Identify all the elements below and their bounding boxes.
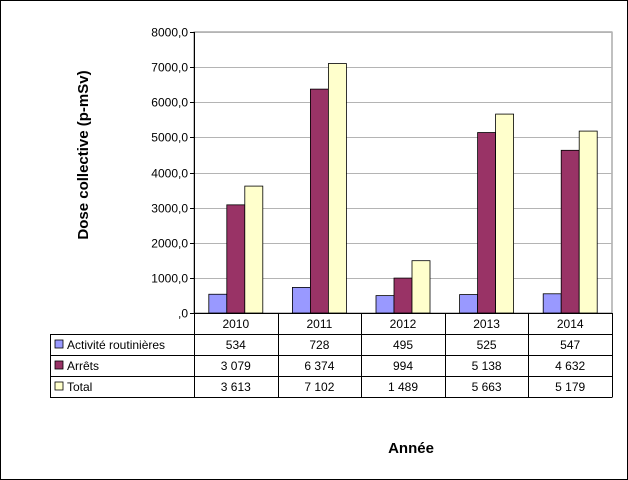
y-tick-label: ,0 — [178, 307, 188, 321]
legend-key — [54, 381, 64, 391]
data-label: 3 079 — [221, 359, 251, 373]
x-tick-label: 2013 — [473, 317, 500, 331]
y-tick-label: 2000,0 — [151, 237, 188, 251]
bar-total-2014 — [578, 130, 598, 314]
x-tick-label: 2012 — [390, 317, 417, 331]
data-label: 495 — [393, 338, 413, 352]
bar-arrets-2012 — [393, 277, 413, 314]
x-tick-label: 2014 — [557, 317, 584, 331]
bar-routine-2013 — [459, 294, 479, 314]
x-tick-label: 2011 — [306, 317, 332, 331]
bar-arrets-2010 — [226, 204, 246, 314]
y-tick-label: 6000,0 — [151, 96, 188, 110]
legend-key — [54, 339, 64, 349]
x-tick-label: 2010 — [222, 317, 249, 331]
bar-total-2012 — [411, 260, 431, 314]
data-label: 6 374 — [304, 359, 334, 373]
data-label: 5 663 — [472, 380, 502, 394]
y-tick-label: 7000,0 — [151, 61, 188, 75]
legend-label: Total — [67, 380, 92, 394]
y-tick-label: 5000,0 — [151, 131, 188, 145]
data-label: 994 — [393, 359, 413, 373]
bar-routine-2011 — [291, 287, 311, 314]
bar-routine-2010 — [208, 293, 228, 314]
bar-arrets-2011 — [309, 88, 329, 314]
y-tick-label: 4000,0 — [151, 167, 188, 181]
bar-total-2013 — [495, 113, 515, 314]
data-label: 728 — [309, 338, 329, 352]
bar-total-2011 — [327, 63, 347, 314]
x-axis-title: Année — [388, 440, 434, 457]
data-label: 5 179 — [555, 380, 585, 394]
data-label: 547 — [560, 338, 580, 352]
data-label: 7 102 — [304, 380, 334, 394]
data-label: 525 — [477, 338, 497, 352]
bar-routine-2012 — [375, 295, 395, 314]
y-tick-label: 1000,0 — [151, 272, 188, 286]
data-label: 3 613 — [221, 380, 251, 394]
bar-routine-2014 — [542, 293, 562, 314]
legend-label: Arrêts — [67, 359, 99, 373]
bar-arrets-2013 — [477, 132, 497, 314]
bar-total-2010 — [244, 185, 264, 314]
bar-arrets-2014 — [560, 149, 580, 314]
legend-key — [54, 360, 64, 370]
y-axis-title: Dose collective (p-mSv) — [75, 70, 92, 239]
legend-label: Activité routinières — [67, 338, 165, 352]
data-label: 1 489 — [388, 380, 418, 394]
data-label: 4 632 — [555, 359, 585, 373]
y-tick-label: 3000,0 — [151, 202, 188, 216]
data-label: 5 138 — [472, 359, 502, 373]
y-tick-label: 8000,0 — [151, 26, 188, 40]
data-label: 534 — [226, 338, 246, 352]
